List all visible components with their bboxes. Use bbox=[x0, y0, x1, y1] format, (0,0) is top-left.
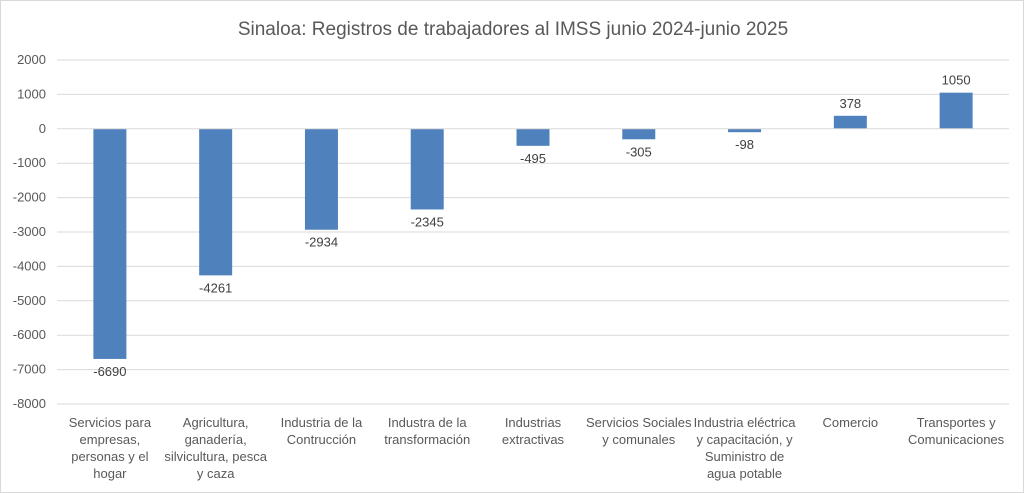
y-tick-label: 2000 bbox=[17, 52, 46, 67]
data-label: -6690 bbox=[93, 364, 126, 379]
bar bbox=[833, 115, 867, 129]
category-label: Industria de la bbox=[281, 415, 363, 430]
bar bbox=[516, 128, 550, 146]
category-label: hogar bbox=[93, 466, 127, 481]
category-label: Transportes y bbox=[917, 415, 996, 430]
category-label: silvicultura, pesca bbox=[164, 449, 267, 464]
y-tick-label: -4000 bbox=[13, 258, 46, 273]
x-axis-categories: Servicios para empresas, personas y el hoga… bbox=[69, 415, 1005, 481]
bar bbox=[622, 128, 656, 140]
data-label: -2934 bbox=[305, 235, 338, 250]
category-label: Servicios para bbox=[69, 415, 152, 430]
y-tick-label: -2000 bbox=[13, 190, 46, 205]
data-label: -2345 bbox=[411, 214, 444, 229]
category-label: Comercio bbox=[823, 415, 879, 430]
y-tick-label: 0 bbox=[39, 121, 46, 136]
data-label: -4261 bbox=[199, 280, 232, 295]
category-label: personas y el bbox=[71, 449, 148, 464]
bar bbox=[304, 128, 338, 230]
category-label: Comunicaciones bbox=[908, 432, 1005, 447]
y-tick-label: -1000 bbox=[13, 155, 46, 170]
data-label: -305 bbox=[626, 144, 652, 159]
category-label: Suministro de bbox=[705, 449, 784, 464]
y-tick-label: -3000 bbox=[13, 224, 46, 239]
category-label: Industria eléctrica bbox=[694, 415, 797, 430]
category-label: ganadería, bbox=[185, 432, 247, 447]
category-label: extractivas bbox=[502, 432, 565, 447]
category-label: Industra de la bbox=[388, 415, 468, 430]
bar bbox=[728, 128, 762, 133]
category-label: Servicios Sociales bbox=[586, 415, 692, 430]
bar bbox=[939, 92, 973, 129]
category-label: empresas, bbox=[80, 432, 141, 447]
y-tick-label: 1000 bbox=[17, 86, 46, 101]
bar bbox=[410, 128, 444, 210]
category-label: Agricultura, bbox=[183, 415, 249, 430]
bar bbox=[93, 128, 127, 359]
category-label: y caza bbox=[197, 466, 235, 481]
y-axis-ticks: 2000 1000 0 -1000 -2000 -3000 -4000 -5000 -6000 -… bbox=[13, 52, 46, 411]
category-label: transformación bbox=[384, 432, 470, 447]
bar bbox=[199, 128, 233, 276]
data-label: -98 bbox=[735, 137, 754, 152]
category-label: Industrias bbox=[505, 415, 562, 430]
y-tick-label: -7000 bbox=[13, 362, 46, 377]
data-label: -495 bbox=[520, 151, 546, 166]
category-label: agua potable bbox=[707, 466, 782, 481]
bars bbox=[93, 92, 973, 359]
y-tick-label: -8000 bbox=[13, 396, 46, 411]
data-labels: -6690 -4261 -2934 -2345 -495 -305 -98 378 1050 bbox=[93, 73, 970, 379]
chart-title: Sinaloa: Registros de trabajadores al IM… bbox=[238, 19, 788, 40]
category-label: y comunales bbox=[602, 432, 675, 447]
y-tick-label: -5000 bbox=[13, 293, 46, 308]
data-label: 1050 bbox=[942, 73, 971, 88]
data-label: 378 bbox=[839, 96, 861, 111]
category-label: Contrucción bbox=[287, 432, 356, 447]
category-label: y capacitación, y bbox=[697, 432, 794, 447]
y-tick-label: -6000 bbox=[13, 327, 46, 342]
